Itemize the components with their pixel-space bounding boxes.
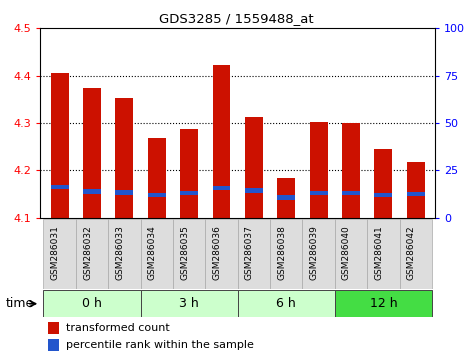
Text: GSM286040: GSM286040 — [342, 225, 351, 280]
Bar — [342, 191, 360, 195]
Bar — [270, 219, 302, 289]
Bar — [238, 290, 335, 317]
Bar — [310, 122, 327, 218]
Bar — [108, 219, 140, 289]
Text: GDS3285 / 1559488_at: GDS3285 / 1559488_at — [159, 12, 314, 25]
Bar — [180, 191, 198, 195]
Text: transformed count: transformed count — [66, 323, 170, 333]
Bar — [375, 193, 392, 197]
Text: GSM286037: GSM286037 — [245, 225, 254, 280]
Bar — [48, 322, 59, 335]
Bar — [51, 184, 69, 189]
Text: GSM286033: GSM286033 — [115, 225, 124, 280]
Bar — [400, 219, 432, 289]
Bar — [76, 219, 108, 289]
Bar — [205, 219, 238, 289]
Bar — [277, 178, 295, 218]
Text: GSM286042: GSM286042 — [407, 225, 416, 280]
Bar — [342, 123, 360, 218]
Bar — [245, 188, 263, 193]
Text: time: time — [6, 297, 34, 310]
Bar — [51, 73, 69, 218]
Bar — [302, 219, 335, 289]
Text: GSM286038: GSM286038 — [277, 225, 286, 280]
Bar — [375, 149, 392, 218]
Text: 0 h: 0 h — [82, 297, 102, 310]
Bar — [212, 65, 230, 218]
Bar — [173, 219, 205, 289]
Text: GSM286036: GSM286036 — [212, 225, 221, 280]
Bar — [148, 138, 166, 218]
Bar — [335, 290, 432, 317]
Text: GSM286032: GSM286032 — [83, 225, 92, 280]
Bar — [310, 191, 327, 195]
Text: GSM286035: GSM286035 — [180, 225, 189, 280]
Text: 3 h: 3 h — [179, 297, 199, 310]
Bar — [245, 117, 263, 218]
Text: 6 h: 6 h — [276, 297, 296, 310]
Bar — [83, 189, 101, 194]
Bar — [238, 219, 270, 289]
Bar — [140, 219, 173, 289]
Text: GSM286031: GSM286031 — [51, 225, 60, 280]
Text: 12 h: 12 h — [369, 297, 397, 310]
Bar — [44, 219, 76, 289]
Bar — [44, 290, 140, 317]
Bar — [277, 195, 295, 200]
Text: GSM286039: GSM286039 — [310, 225, 319, 280]
Text: GSM286034: GSM286034 — [148, 225, 157, 280]
Bar — [48, 338, 59, 351]
Bar — [115, 190, 133, 195]
Bar — [367, 219, 400, 289]
Bar — [148, 193, 166, 197]
Bar — [115, 98, 133, 218]
Bar — [180, 129, 198, 218]
Bar — [212, 185, 230, 190]
Bar — [140, 290, 238, 317]
Text: percentile rank within the sample: percentile rank within the sample — [66, 340, 254, 350]
Bar — [335, 219, 367, 289]
Text: GSM286041: GSM286041 — [374, 225, 383, 280]
Bar — [407, 162, 425, 218]
Bar — [83, 87, 101, 218]
Bar — [407, 192, 425, 196]
